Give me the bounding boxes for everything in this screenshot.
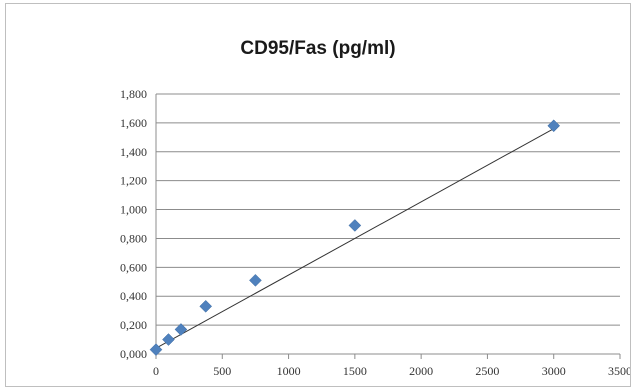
trendline-group	[155, 128, 554, 349]
x-tick-label: 3000	[542, 364, 566, 378]
data-point	[199, 299, 213, 313]
x-tick-label: 1000	[277, 364, 301, 378]
y-tick-label: 1,000	[120, 203, 147, 217]
y-tick-label: 1,800	[120, 87, 147, 101]
data-points	[149, 119, 561, 357]
chart-area: CD95/Fas (pg/ml) 0,000 0,200 0,400 0,600 0,8…	[5, 3, 631, 387]
chart-canvas: CD95/Fas (pg/ml) 0,000 0,200 0,400 0,600 0,8…	[120, 38, 630, 378]
y-tick-label: 1,600	[120, 116, 147, 130]
y-tick-label: 0,800	[120, 231, 147, 245]
y-tick-label: 1,400	[120, 145, 147, 159]
x-tick-label: 2500	[475, 364, 499, 378]
x-tick-label: 1500	[343, 364, 367, 378]
y-tick-label: 0,200	[120, 318, 147, 332]
axes	[155, 94, 621, 359]
x-tick-label: 500	[213, 364, 231, 378]
data-point	[348, 219, 362, 232]
x-tick-label: 3500	[608, 364, 630, 378]
y-tick-label: 1,200	[120, 174, 147, 188]
data-point	[162, 333, 175, 346]
data-point	[174, 323, 188, 336]
gridlines	[156, 93, 620, 326]
trendline	[155, 128, 554, 349]
y-axis-ticks: 0,000 0,200 0,400 0,600 0,800 1,000 1,200 1,400…	[120, 87, 147, 361]
data-point	[249, 273, 262, 287]
y-tick-label: 0,600	[120, 260, 147, 274]
y-tick-label: 0,000	[120, 347, 147, 361]
x-axis-ticks: 0 500 1000 1500 2000 2500 3000 3500	[153, 364, 630, 378]
x-tick-label: 0	[153, 364, 159, 378]
chart-title: CD95/Fas (pg/ml)	[240, 38, 395, 59]
data-point	[149, 343, 163, 357]
data-point	[547, 119, 561, 133]
x-tick-label: 2000	[409, 364, 433, 378]
y-tick-label: 0,400	[120, 289, 147, 303]
